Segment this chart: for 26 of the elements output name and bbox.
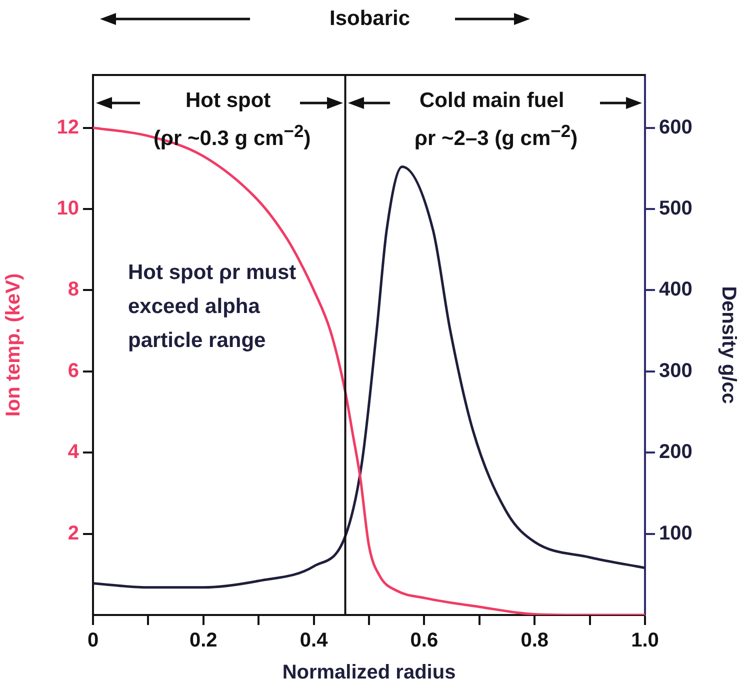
- y-tick-label: 2: [68, 522, 79, 544]
- x-tick-label: 0: [87, 630, 99, 652]
- y2-tick-label: 200: [659, 441, 692, 464]
- text: Isobaric: [330, 6, 410, 32]
- x-tick-label: 0.4: [300, 630, 329, 652]
- y2-axis-title: Density g/cc: [717, 286, 740, 404]
- x-tick-label: 0.8: [520, 630, 549, 652]
- y-tick-label: 8: [68, 278, 79, 301]
- x-tick-label: 1.0: [631, 630, 659, 652]
- y-tick-label: 12: [56, 116, 79, 138]
- y-tick-label: 10: [56, 198, 79, 220]
- y2-tick-label: 400: [659, 278, 692, 301]
- y2-tick-label: 500: [659, 198, 692, 220]
- y-tick-label: 4: [68, 441, 80, 464]
- annotation: ρr ~2–3 (g cm$^{−2}$): [414, 120, 578, 152]
- x-axis-title: Normalized radius: [282, 662, 456, 684]
- x-tick-label: 0.2: [189, 630, 218, 652]
- y-axis-title: Ion temp. (keV): [2, 273, 25, 417]
- y2-tick-label: 100: [659, 522, 692, 544]
- y2-tick-label: 600: [659, 116, 692, 138]
- annotation: Hot spot ρr must exceed alpha particle range: [128, 260, 298, 354]
- annotation: Hot spot: [186, 88, 271, 114]
- x-tick-label: 0.6: [410, 630, 438, 652]
- annotation: Cold main fuel: [420, 88, 564, 114]
- y-tick-label: 6: [68, 360, 79, 382]
- y2-tick-label: 300: [659, 360, 692, 382]
